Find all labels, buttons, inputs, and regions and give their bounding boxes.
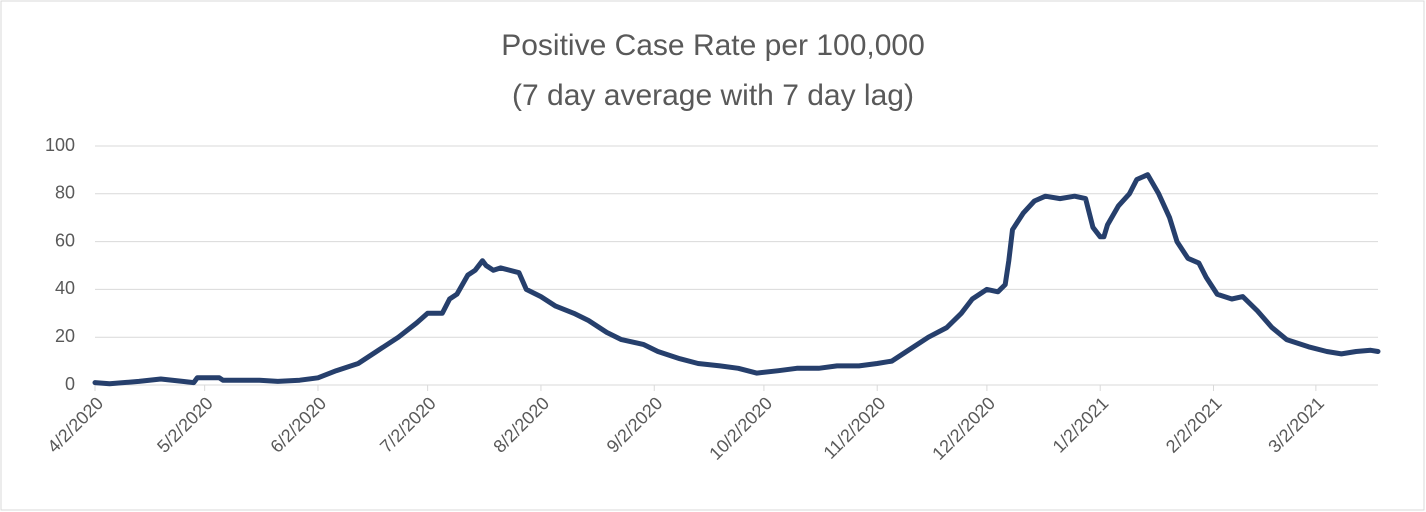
- y-tick-label: 80: [55, 183, 75, 203]
- y-tick-label: 60: [55, 230, 75, 250]
- y-tick-label: 20: [55, 326, 75, 346]
- y-tick-label: 0: [65, 374, 75, 394]
- chart-subtitle: (7 day average with 7 day lag): [512, 79, 914, 112]
- chart-title: Positive Case Rate per 100,000: [501, 29, 925, 62]
- y-tick-label: 100: [45, 135, 75, 155]
- y-tick-label: 40: [55, 278, 75, 298]
- data-line: [92, 172, 1381, 387]
